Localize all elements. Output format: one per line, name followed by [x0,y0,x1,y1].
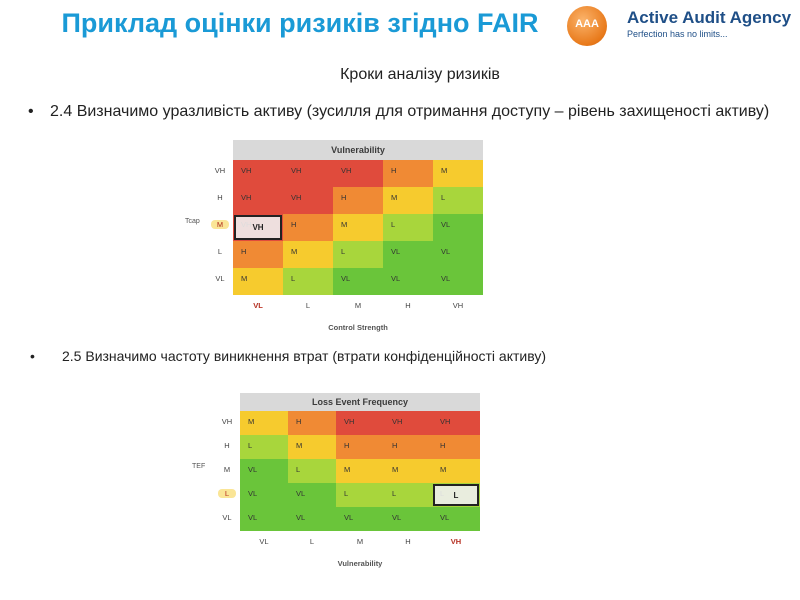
logo-name: Active Audit Agency [627,8,792,27]
matrix-cell: M [383,187,433,214]
matrix-cell: VL [433,268,483,295]
matrix-cell: H [383,160,433,187]
selected-cell-highlight: VH [234,215,282,240]
matrix-row-label: H [217,193,223,202]
matrix-cell: VH [333,160,383,187]
matrix-cell: VL [432,507,480,531]
bullet-vulnerability-text: 2.4 Визначимо уразливість активу (зусилл… [50,103,770,120]
matrix-row-label: VL [215,274,225,283]
matrix-cell: H [283,214,333,241]
matrix-row-label: VL [222,513,232,522]
matrix-cell: VH [283,160,333,187]
slide-title: Приклад оцінки ризиків згідно FAIR [61,8,539,38]
logo-mark-text: AAA [575,18,599,30]
matrix-cell: H [233,241,283,268]
matrix-cell: VL [336,507,384,531]
logo-tagline: Perfection has no limits... [627,29,728,39]
matrix-cell: VH [336,411,384,435]
matrix-cell: L [336,483,384,507]
matrix-cell: M [288,435,336,459]
bullet-icon: • [28,103,34,120]
matrix-cell: L [433,187,483,214]
matrix-cell: H [384,435,432,459]
matrix-cell: M [233,268,283,295]
matrix-cell: VL [288,507,336,531]
matrix-cell: VL [240,483,288,507]
matrix-cell: H [288,411,336,435]
matrix-cell: VL [333,268,383,295]
matrix-axis-title: Vulnerability [337,559,383,568]
matrix-col-label: L [309,537,315,546]
matrix-cell: H [336,435,384,459]
selected-col-label: VH [450,537,462,546]
loss-event-frequency-matrix: Loss Event Frequency M H VH VH VH L M H H H VL L M M M V… [190,393,485,585]
matrix-header: Vulnerability [233,140,483,160]
matrix-cell: VL [433,241,483,268]
matrix-axis-title: Control Strength [328,323,388,332]
matrix-cell: VH [432,411,480,435]
matrix-cell: H [333,187,383,214]
matrix-header: Loss Event Frequency [240,393,480,411]
selected-cell-highlight: L [433,484,479,506]
matrix-cell: VL [288,483,336,507]
selected-cell-value: VH [252,223,264,232]
matrix-cell: M [432,459,480,483]
matrix-row-label: M [223,465,231,474]
bullet-icon: • [30,348,35,364]
matrix-cell: VH [384,411,432,435]
matrix-cell: L [283,268,333,295]
matrix-side-label: Tcap [185,218,200,225]
matrix-cell: VL [240,459,288,483]
matrix-col-label: VH [452,301,464,310]
matrix-cell: L [240,435,288,459]
matrix-col-label: VH [450,537,462,546]
matrix-col-label: M [356,537,364,546]
matrix-cell: L [288,459,336,483]
matrix-col-label: VL [253,301,263,310]
matrix-cell: VL [240,507,288,531]
vulnerability-matrix: VulnerabilityVHVHVHHMVHVHHMLVHHMLVLHMLVL… [183,140,488,338]
matrix-cell: M [283,241,333,268]
matrix-cell: M [333,214,383,241]
bullet-loss-frequency-text: 2.5 Визначимо частоту виникнення втрат (… [62,348,546,364]
matrix-row-label: VH [214,166,226,175]
matrix-cell: M [384,459,432,483]
selected-cell-value: L [453,490,459,500]
matrix-cell: L [384,483,432,507]
matrix-row-label: H [224,441,230,450]
matrix-cell: VL [383,268,433,295]
matrix-row-label: VH [221,417,233,426]
matrix-cell: M [433,160,483,187]
matrix-row-label: L [217,247,223,256]
matrix-col-label: H [405,537,411,546]
selected-col-label: VL [253,301,263,310]
matrix-col-label: M [354,301,362,310]
matrix-cell: VL [433,214,483,241]
matrix-cell: L [383,214,433,241]
matrix-cell: VL [384,507,432,531]
matrix-cell: M [336,459,384,483]
matrix-side-label: TEF [192,463,206,470]
matrix-col-label: H [405,301,411,310]
logo-mark-icon: AAA [567,6,607,46]
matrix-cell: VH [233,160,283,187]
selected-row-label: L [218,489,236,498]
matrix-col-label: VL [259,537,269,546]
company-logo: AAA Active Audit Agency Perfection has n… [565,4,795,48]
matrix-cell: VL [383,241,433,268]
matrix-cell: M [240,411,288,435]
matrix-cell: L [333,241,383,268]
selected-row-label: M [211,220,229,229]
matrix-cell: VH [283,187,333,214]
matrix-cell: VH [233,187,283,214]
matrix-col-label: L [305,301,311,310]
matrix-cell: H [432,435,480,459]
slide-subtitle: Кроки аналізу ризиків [340,66,500,83]
